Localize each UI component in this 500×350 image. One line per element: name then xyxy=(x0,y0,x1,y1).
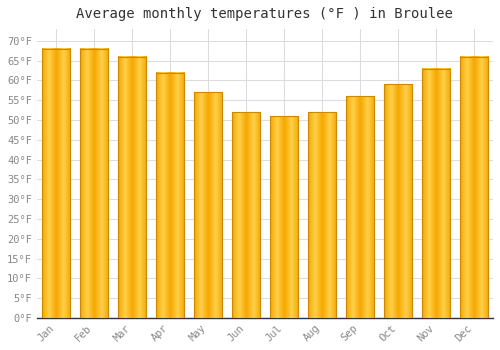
Bar xyxy=(42,49,70,318)
Bar xyxy=(422,69,450,318)
Bar xyxy=(194,92,222,318)
Bar xyxy=(42,49,70,318)
Bar xyxy=(460,57,488,318)
Bar xyxy=(118,57,146,318)
Bar xyxy=(346,96,374,318)
Bar xyxy=(308,112,336,318)
Bar xyxy=(232,112,260,318)
Bar xyxy=(270,116,298,318)
Bar xyxy=(460,57,488,318)
Bar xyxy=(80,49,108,318)
Bar xyxy=(156,72,184,318)
Bar xyxy=(232,112,260,318)
Bar xyxy=(270,116,298,318)
Bar xyxy=(194,92,222,318)
Title: Average monthly temperatures (°F ) in Broulee: Average monthly temperatures (°F ) in Br… xyxy=(76,7,454,21)
Bar xyxy=(384,84,412,318)
Bar xyxy=(308,112,336,318)
Bar xyxy=(156,72,184,318)
Bar xyxy=(80,49,108,318)
Bar xyxy=(422,69,450,318)
Bar xyxy=(346,96,374,318)
Bar xyxy=(384,84,412,318)
Bar xyxy=(118,57,146,318)
